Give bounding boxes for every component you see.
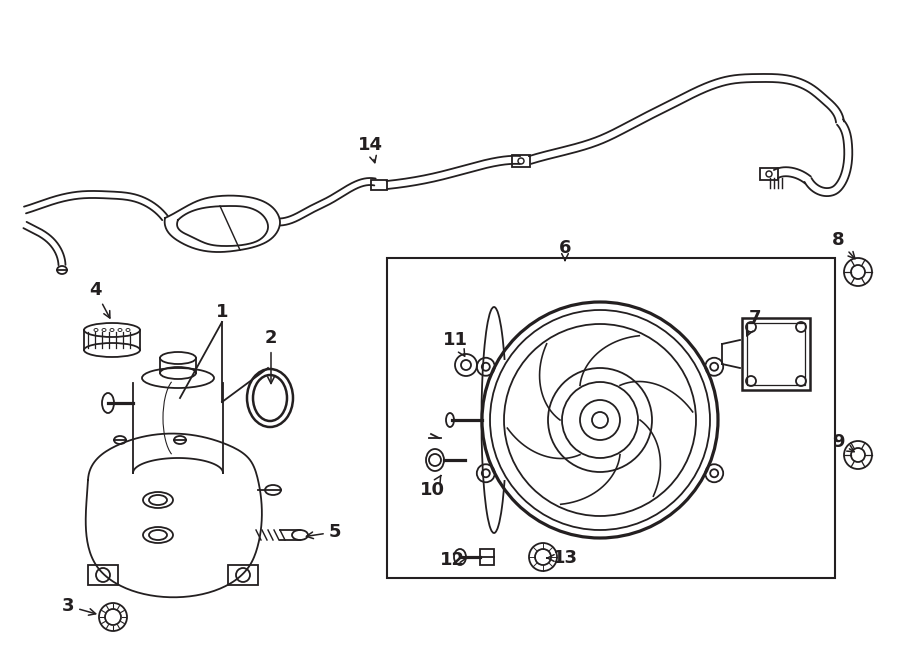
Text: 2: 2 <box>265 329 277 383</box>
Bar <box>228 565 258 585</box>
Text: 1: 1 <box>216 303 229 321</box>
Bar <box>760 168 778 180</box>
Text: 10: 10 <box>419 475 445 499</box>
Text: 5: 5 <box>306 523 341 541</box>
Text: 6: 6 <box>559 239 572 260</box>
Text: 12: 12 <box>439 551 467 569</box>
Bar <box>371 180 387 190</box>
Text: 9: 9 <box>832 433 854 451</box>
Bar <box>742 318 810 390</box>
Bar <box>387 258 835 578</box>
Text: 3: 3 <box>62 597 95 615</box>
Text: 8: 8 <box>832 231 855 258</box>
Bar <box>88 565 118 585</box>
Text: 4: 4 <box>89 281 110 318</box>
Text: 7: 7 <box>747 309 761 336</box>
Text: 13: 13 <box>546 549 578 567</box>
Text: 11: 11 <box>443 331 467 356</box>
Text: 14: 14 <box>357 136 382 163</box>
Bar <box>480 549 494 565</box>
Bar <box>747 323 805 385</box>
Bar <box>512 155 530 167</box>
